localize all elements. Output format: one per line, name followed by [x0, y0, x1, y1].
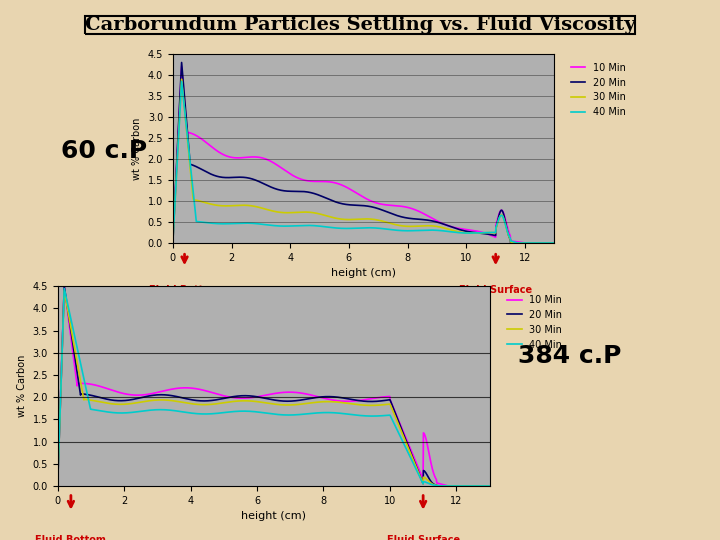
40 Min [386, 226, 395, 233]
20 Min [177, 59, 186, 66]
20 Min [63, 301, 71, 307]
10 Min [176, 81, 185, 87]
Line: 20 Min: 20 Min [58, 286, 490, 486]
10 Min [168, 240, 177, 246]
40 Min [168, 240, 177, 246]
10 Min [321, 395, 330, 402]
20 Min [339, 201, 348, 207]
10 Min [510, 238, 518, 245]
30 Min [53, 483, 62, 489]
40 Min [60, 285, 68, 292]
30 Min [386, 220, 395, 226]
30 Min [550, 240, 559, 246]
Text: Fluid Surface: Fluid Surface [387, 535, 459, 540]
40 Min [171, 186, 180, 192]
10 Min [339, 183, 348, 189]
X-axis label: height (cm): height (cm) [331, 268, 396, 278]
20 Min [300, 396, 308, 403]
20 Min [485, 483, 494, 489]
40 Min [57, 384, 66, 390]
30 Min [485, 483, 494, 489]
40 Min [177, 78, 186, 85]
20 Min [53, 483, 62, 489]
Legend: 10 Min, 20 Min, 30 Min, 40 Min: 10 Min, 20 Min, 30 Min, 40 Min [503, 291, 566, 353]
40 Min [246, 408, 255, 415]
40 Min [550, 240, 559, 246]
Line: 40 Min: 40 Min [173, 82, 554, 243]
30 Min [405, 223, 413, 230]
Text: 384 c.P: 384 c.P [518, 345, 622, 368]
10 Min [440, 482, 449, 488]
20 Min [405, 215, 413, 221]
20 Min [321, 394, 330, 400]
20 Min [246, 393, 255, 399]
40 Min [339, 225, 348, 232]
Text: Fluid Surface: Fluid Surface [459, 285, 532, 295]
Text: 60 c.P: 60 c.P [61, 139, 148, 163]
20 Min [440, 483, 449, 489]
Line: 30 Min: 30 Min [173, 79, 554, 243]
Text: Carborundum Particles Settling vs. Fluid Viscosity: Carborundum Particles Settling vs. Fluid… [85, 16, 635, 34]
X-axis label: height (cm): height (cm) [241, 511, 306, 521]
Line: 20 Min: 20 Min [173, 63, 554, 243]
10 Min [57, 383, 66, 389]
10 Min [63, 303, 71, 310]
30 Min [176, 92, 185, 99]
Y-axis label: wt % Carbon: wt % Carbon [17, 355, 27, 417]
40 Min [510, 239, 518, 245]
10 Min [405, 205, 413, 211]
40 Min [63, 298, 71, 304]
30 Min [440, 483, 449, 489]
40 Min [321, 409, 330, 416]
40 Min [440, 483, 449, 489]
30 Min [246, 398, 255, 404]
Line: 10 Min: 10 Min [58, 286, 490, 486]
10 Min [550, 240, 559, 246]
30 Min [60, 287, 68, 294]
Text: Fluid Bottom: Fluid Bottom [35, 535, 107, 540]
Line: 40 Min: 40 Min [58, 288, 490, 486]
10 Min [53, 483, 62, 489]
20 Min [57, 383, 66, 389]
40 Min [53, 483, 62, 489]
30 Min [339, 216, 348, 222]
20 Min [171, 179, 180, 186]
10 Min [386, 202, 395, 208]
40 Min [176, 94, 185, 100]
30 Min [57, 385, 66, 392]
Line: 30 Min: 30 Min [58, 291, 490, 486]
30 Min [168, 240, 177, 246]
30 Min [321, 399, 330, 405]
20 Min [550, 240, 559, 246]
30 Min [177, 76, 186, 83]
Line: 10 Min: 10 Min [173, 66, 554, 243]
40 Min [485, 483, 494, 489]
10 Min [246, 394, 255, 401]
10 Min [171, 181, 180, 187]
40 Min [300, 411, 308, 417]
40 Min [405, 227, 413, 234]
Legend: 10 Min, 20 Min, 30 Min, 40 Min: 10 Min, 20 Min, 30 Min, 40 Min [567, 59, 630, 121]
20 Min [60, 283, 68, 289]
20 Min [168, 240, 177, 246]
10 Min [177, 63, 186, 70]
20 Min [386, 210, 395, 217]
20 Min [510, 240, 518, 246]
Text: Fluid Bottom: Fluid Bottom [149, 285, 220, 295]
Y-axis label: wt % Carbon: wt % Carbon [132, 117, 142, 180]
30 Min [171, 185, 180, 192]
10 Min [300, 390, 308, 397]
10 Min [60, 283, 68, 289]
30 Min [63, 302, 71, 309]
30 Min [300, 401, 308, 407]
20 Min [176, 77, 185, 84]
10 Min [485, 483, 494, 489]
30 Min [510, 240, 518, 246]
